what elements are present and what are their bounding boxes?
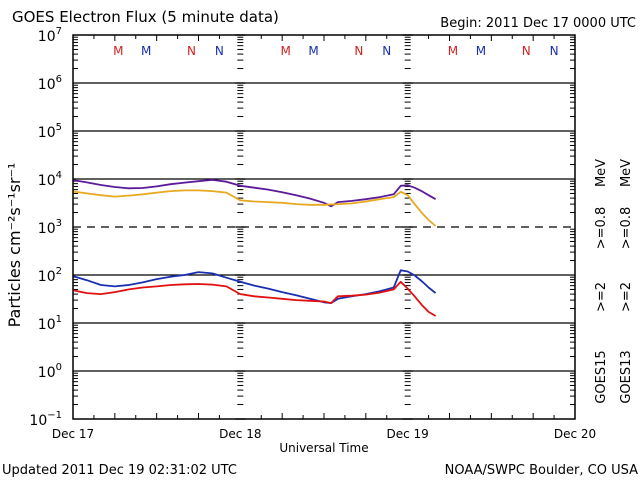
y-tick-label: 100: [38, 362, 62, 381]
y-tick-labels: 107 106 105 104 103 102 101 100 10−1: [29, 26, 62, 429]
y-tick-label: 102: [38, 266, 62, 285]
y-tick-label: 106: [38, 74, 62, 93]
legend-satellite: GOES15: [594, 350, 609, 403]
grid: [73, 82, 575, 372]
y-tick-label: 10−1: [29, 410, 62, 429]
x-axis-label: Universal Time: [279, 441, 368, 455]
mn-marker: N: [382, 44, 391, 58]
x-tick-labels: Dec 17 Dec 18 Dec 19 Dec 20: [52, 427, 596, 441]
y-tick-label: 104: [38, 170, 62, 189]
series-line-goes15-0-8-mev: [72, 178, 437, 208]
series-lines: [72, 178, 437, 317]
series-line-goes15-2-mev: [72, 269, 437, 305]
x-tick-label: Dec 18: [219, 427, 261, 441]
mn-marker: N: [354, 44, 363, 58]
chart-title: GOES Electron Flux (5 minute data): [12, 8, 279, 26]
legend-lo-energy: >=2: [594, 282, 609, 312]
mn-marker: M: [448, 44, 458, 58]
mn-marker: M: [113, 44, 123, 58]
begin-label: Begin: 2011 Dec 17 0000 UTC: [440, 16, 636, 31]
y-tick-label: 105: [38, 122, 62, 141]
plot-frame: [72, 34, 576, 420]
legend-unit: MeV: [619, 159, 634, 187]
legend-unit: MeV: [594, 159, 609, 187]
legend-hi-energy: >=0.8: [594, 207, 609, 249]
x-tick-label: Dec 19: [387, 427, 429, 441]
mn-marker: M: [476, 44, 486, 58]
mn-marker: N: [522, 44, 531, 58]
legend-satellite: GOES13: [619, 350, 634, 403]
legend: MeV >=0.8 >=2 GOES15 MeV >=0.8 >=2 GOES13: [594, 159, 634, 404]
mn-marker: M: [141, 44, 151, 58]
series-line-goes13-2-mev: [72, 280, 437, 317]
y-tick-label: 103: [38, 218, 62, 237]
credit-label: NOAA/SWPC Boulder, CO USA: [445, 463, 638, 478]
updated-timestamp: Updated 2011 Dec 19 02:31:02 UTC: [2, 463, 237, 478]
mn-marker: N: [187, 44, 196, 58]
legend-hi-energy: >=0.8: [619, 207, 634, 249]
mn-marker: N: [550, 44, 559, 58]
series-line-goes13-0-8-mev: [72, 189, 437, 227]
y-tick-label: 101: [38, 314, 62, 333]
mn-marker: M: [308, 44, 318, 58]
x-tick-label: Dec 20: [554, 427, 596, 441]
mn-marker: M: [280, 44, 290, 58]
mn-marker: N: [215, 44, 224, 58]
x-tick-label: Dec 17: [52, 427, 94, 441]
legend-lo-energy: >=2: [619, 282, 634, 312]
y-axis-label: Particles cm⁻²s⁻¹sr⁻¹: [5, 163, 24, 328]
y-tick-label: 107: [38, 26, 62, 45]
